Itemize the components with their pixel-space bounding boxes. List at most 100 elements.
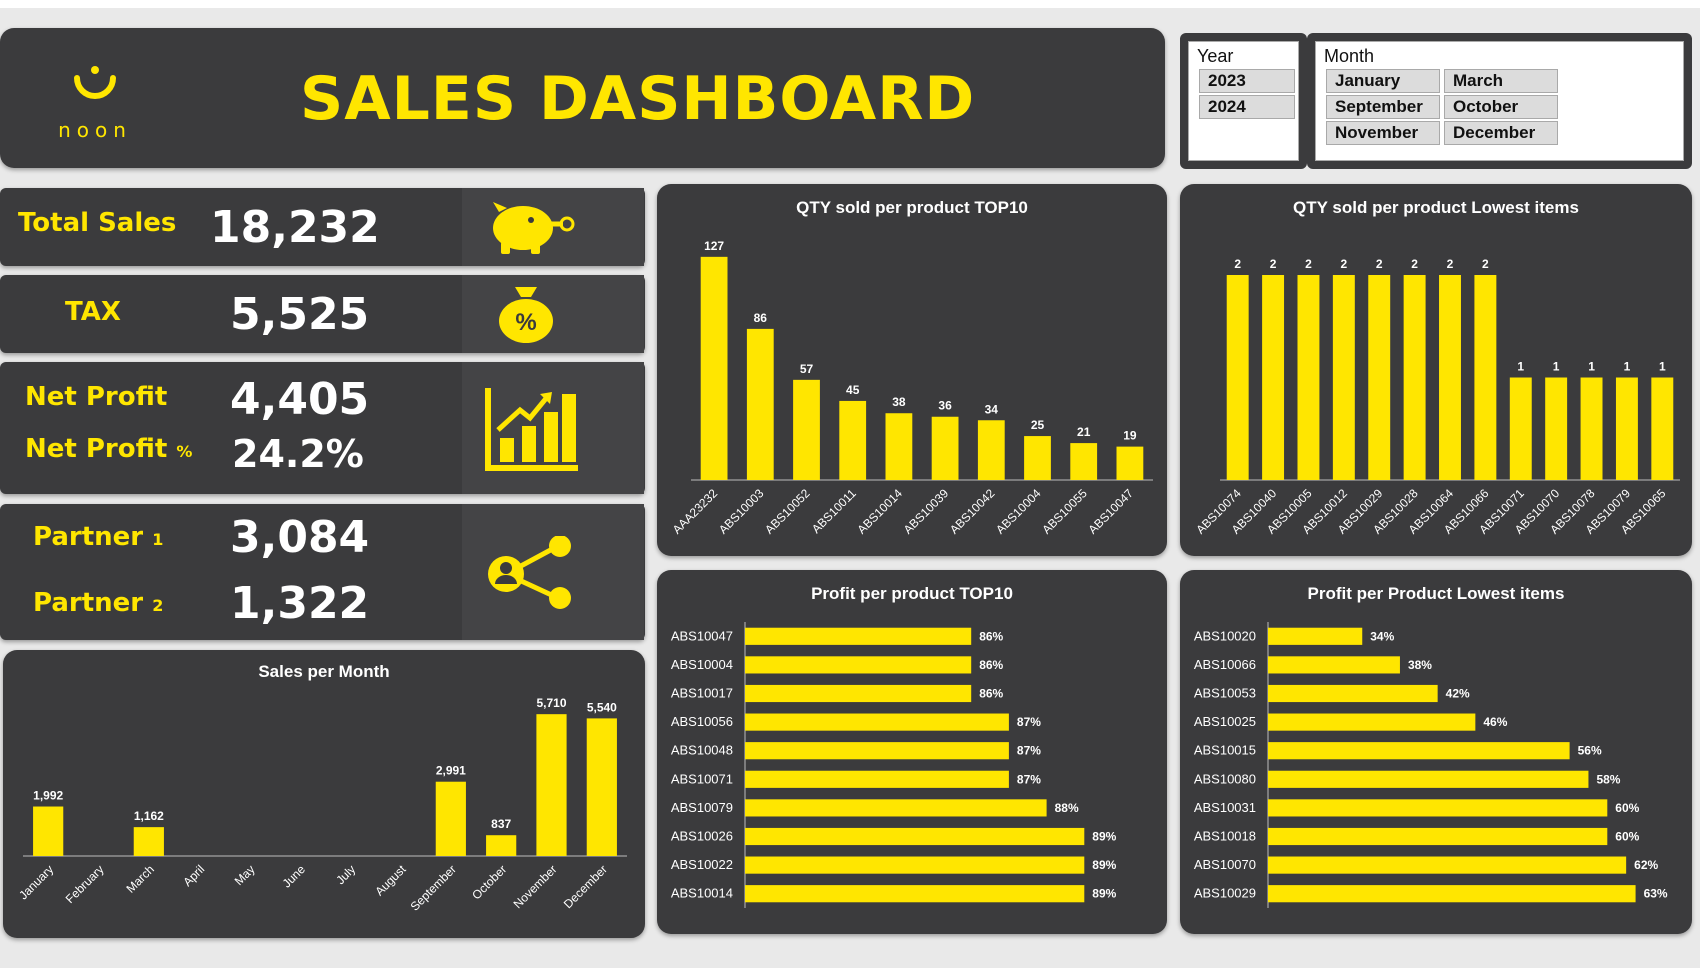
bar-ABS10042 [977,420,1005,480]
data-label-ABS10070: 62% [1634,858,1658,872]
qty-top10-chart: QTY sold per product TOP10 127 AAA23232 86… [657,184,1167,556]
data-label-ABS10071: 1 [1517,360,1524,374]
month-slicer-item-november[interactable]: November [1326,121,1440,145]
growth-chart-icon [485,388,578,471]
total-sales-value: 18,232 [210,202,380,253]
data-label-ABS10026: 89% [1092,830,1116,844]
data-label-ABS10040: 2 [1270,257,1277,271]
data-label-ABS10004: 25 [1031,418,1045,432]
data-label-ABS10022: 89% [1092,858,1116,872]
partner-2-label-text: Partner [33,588,144,618]
tax-value: 5,525 [230,289,370,340]
net-profit-pct-label: Net Profit % [25,434,192,464]
category-label-ABS10017: ABS10017 [671,686,733,701]
page-title: SALES DASHBOARD [300,64,976,134]
bar-November [536,714,567,856]
qty-top10-title: QTY sold per product TOP10 [796,198,1028,217]
qty-lowest-svg: 2ABS100742ABS100402ABS100052ABS100122ABS… [1193,257,1680,537]
data-label-ABS10017: 86% [979,687,1003,701]
month-slicer-item-march[interactable]: March [1444,69,1558,93]
bar-ABS10012 [1332,275,1355,480]
category-label-ABS10070: ABS10070 [1194,857,1256,872]
bar-ABS10079 [745,799,1047,817]
svg-text:%: % [515,309,536,336]
bar-ABS10014 [885,413,913,480]
data-label-September: 2,991 [436,764,466,778]
category-label-ABS10025: ABS10025 [1194,714,1256,729]
data-label-October: 837 [491,817,511,831]
noon-logo-icon [74,66,116,99]
tax-icon-box [462,275,644,353]
data-label-December: 5,540 [587,700,617,714]
tick-label-ABS10039: ABS10039 [901,486,952,537]
category-label-ABS10022: ABS10022 [671,857,733,872]
tax-card: TAX 5,525 % [0,275,645,353]
data-label-ABS10047: 86% [979,629,1003,643]
data-label-ABS10029: 63% [1644,887,1668,901]
bar-ABS10017 [745,684,972,703]
tick-label-ABS10047: ABS10047 [1086,486,1137,537]
bar-ABS10079 [1615,377,1638,480]
tick-label-ABS10055: ABS10055 [1039,486,1090,537]
year-slicer-item-2023[interactable]: 2023 [1199,69,1295,93]
data-label-ABS10048: 87% [1017,744,1041,758]
profit-top10-title: Profit per product TOP10 [811,584,1013,603]
data-label-ABS10003: 86 [754,311,768,325]
bar-ABS10020 [1268,627,1363,645]
bar-ABS10039 [931,416,959,480]
bar-ABS10005 [1297,275,1320,480]
tick-label-November: November [511,862,560,911]
partner-2-number: 2 [152,596,164,615]
partner-1-value: 3,084 [230,512,370,563]
tick-label-April: April [180,862,207,889]
data-label-ABS10065: 1 [1659,360,1666,374]
data-label-ABS10029: 2 [1376,257,1383,271]
data-label-ABS10066: 38% [1408,658,1432,672]
profit-lowest-title: Profit per Product Lowest items [1307,584,1565,603]
data-label-ABS10053: 42% [1446,687,1470,701]
data-label-ABS10070: 1 [1553,360,1560,374]
data-label-ABS10042: 34 [985,402,999,416]
tick-label-ABS10011: ABS10011 [809,486,859,536]
month-slicer-item-december[interactable]: December [1444,121,1558,145]
bar-ABS10071 [1509,377,1532,480]
noon-logo: noon [50,64,140,164]
profit-top10-svg: ABS10047 86% ABS10004 86% ABS10017 86% ABS1005… [671,622,1117,908]
profit-top10-chart: Profit per product TOP10 ABS10047 86% ABS1… [657,570,1167,934]
net-profit-pct-value: 24.2% [232,432,364,476]
bar-ABS10018 [1268,827,1608,846]
data-label-AAA23232: 127 [704,239,724,253]
month-slicer-item-january[interactable]: January [1326,69,1440,93]
month-slicer: Month January MarchSeptember OctoberNovemb… [1307,33,1692,169]
bar-ABS10053 [1268,684,1438,703]
data-label-ABS10028: 2 [1411,257,1418,271]
qty-top10-svg: 127 AAA23232 86 ABS10003 57 ABS10052 45 ABS1001… [670,239,1153,537]
category-label-ABS10004: ABS10004 [671,657,733,672]
tick-label-October: October [469,862,509,902]
month-slicer-item-october[interactable]: October [1444,95,1558,119]
bar-ABS10047 [745,627,972,645]
bar-ABS10065 [1651,377,1674,480]
data-label-ABS10005: 2 [1305,257,1312,271]
bar-ABS10047 [1116,446,1144,480]
piggy-bank-icon [493,202,575,254]
category-label-ABS10053: ABS10053 [1194,686,1256,701]
tick-label-July: July [333,862,358,887]
data-label-January: 1,992 [33,789,63,803]
tick-label-ABS10042: ABS10042 [947,486,998,537]
partner-1-label-text: Partner [33,522,144,552]
tick-label-August: August [372,862,409,899]
month-slicer-title: Month [1324,46,1375,66]
partner-2-label: Partner 2 [33,588,163,618]
category-label-ABS10026: ABS10026 [671,829,733,844]
tick-label-ABS10052: ABS10052 [762,486,813,537]
year-slicer-item-2024[interactable]: 2024 [1199,95,1295,119]
profit-lowest-chart: Profit per Product Lowest items ABS10020… [1180,570,1692,934]
category-label-ABS10066: ABS10066 [1194,657,1256,672]
bar-ABS10004 [1024,436,1051,480]
data-label-ABS10011: 45 [846,383,860,397]
year-slicer-title: Year [1197,46,1234,66]
data-label-ABS10031: 60% [1615,801,1639,815]
month-slicer-item-september[interactable]: September [1326,95,1440,119]
bar-ABS10078 [1580,377,1603,480]
